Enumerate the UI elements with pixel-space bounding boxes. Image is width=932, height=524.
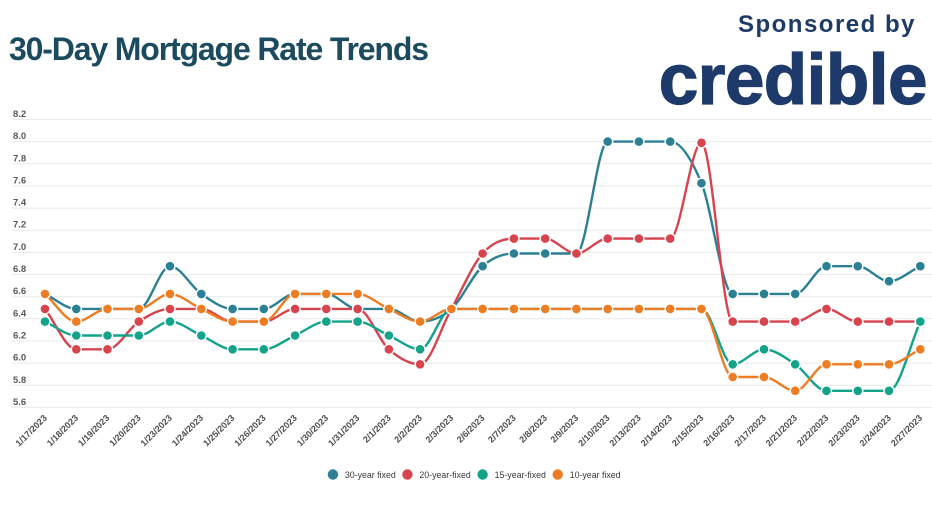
svg-text:7.6: 7.6 [13, 175, 26, 186]
svg-text:7.0: 7.0 [13, 242, 26, 253]
svg-text:6.4: 6.4 [13, 308, 27, 319]
svg-text:6.8: 6.8 [13, 264, 26, 275]
svg-text:5.8: 5.8 [13, 375, 26, 386]
svg-text:8.0: 8.0 [13, 131, 26, 142]
svg-text:8.2: 8.2 [13, 109, 26, 120]
svg-text:7.8: 7.8 [13, 153, 26, 164]
svg-text:5.6: 5.6 [13, 397, 26, 408]
svg-text:20-year-fixed: 20-year-fixed [419, 470, 470, 480]
svg-text:15-year-fixed: 15-year-fixed [495, 470, 546, 480]
svg-text:6.2: 6.2 [13, 331, 26, 342]
svg-text:6.6: 6.6 [13, 286, 26, 297]
svg-text:10-year fixed: 10-year fixed [570, 470, 621, 480]
svg-text:7.4: 7.4 [13, 198, 27, 209]
svg-text:7.2: 7.2 [13, 220, 26, 231]
svg-text:6.0: 6.0 [13, 353, 26, 364]
svg-text:30-year fixed: 30-year fixed [345, 470, 396, 480]
